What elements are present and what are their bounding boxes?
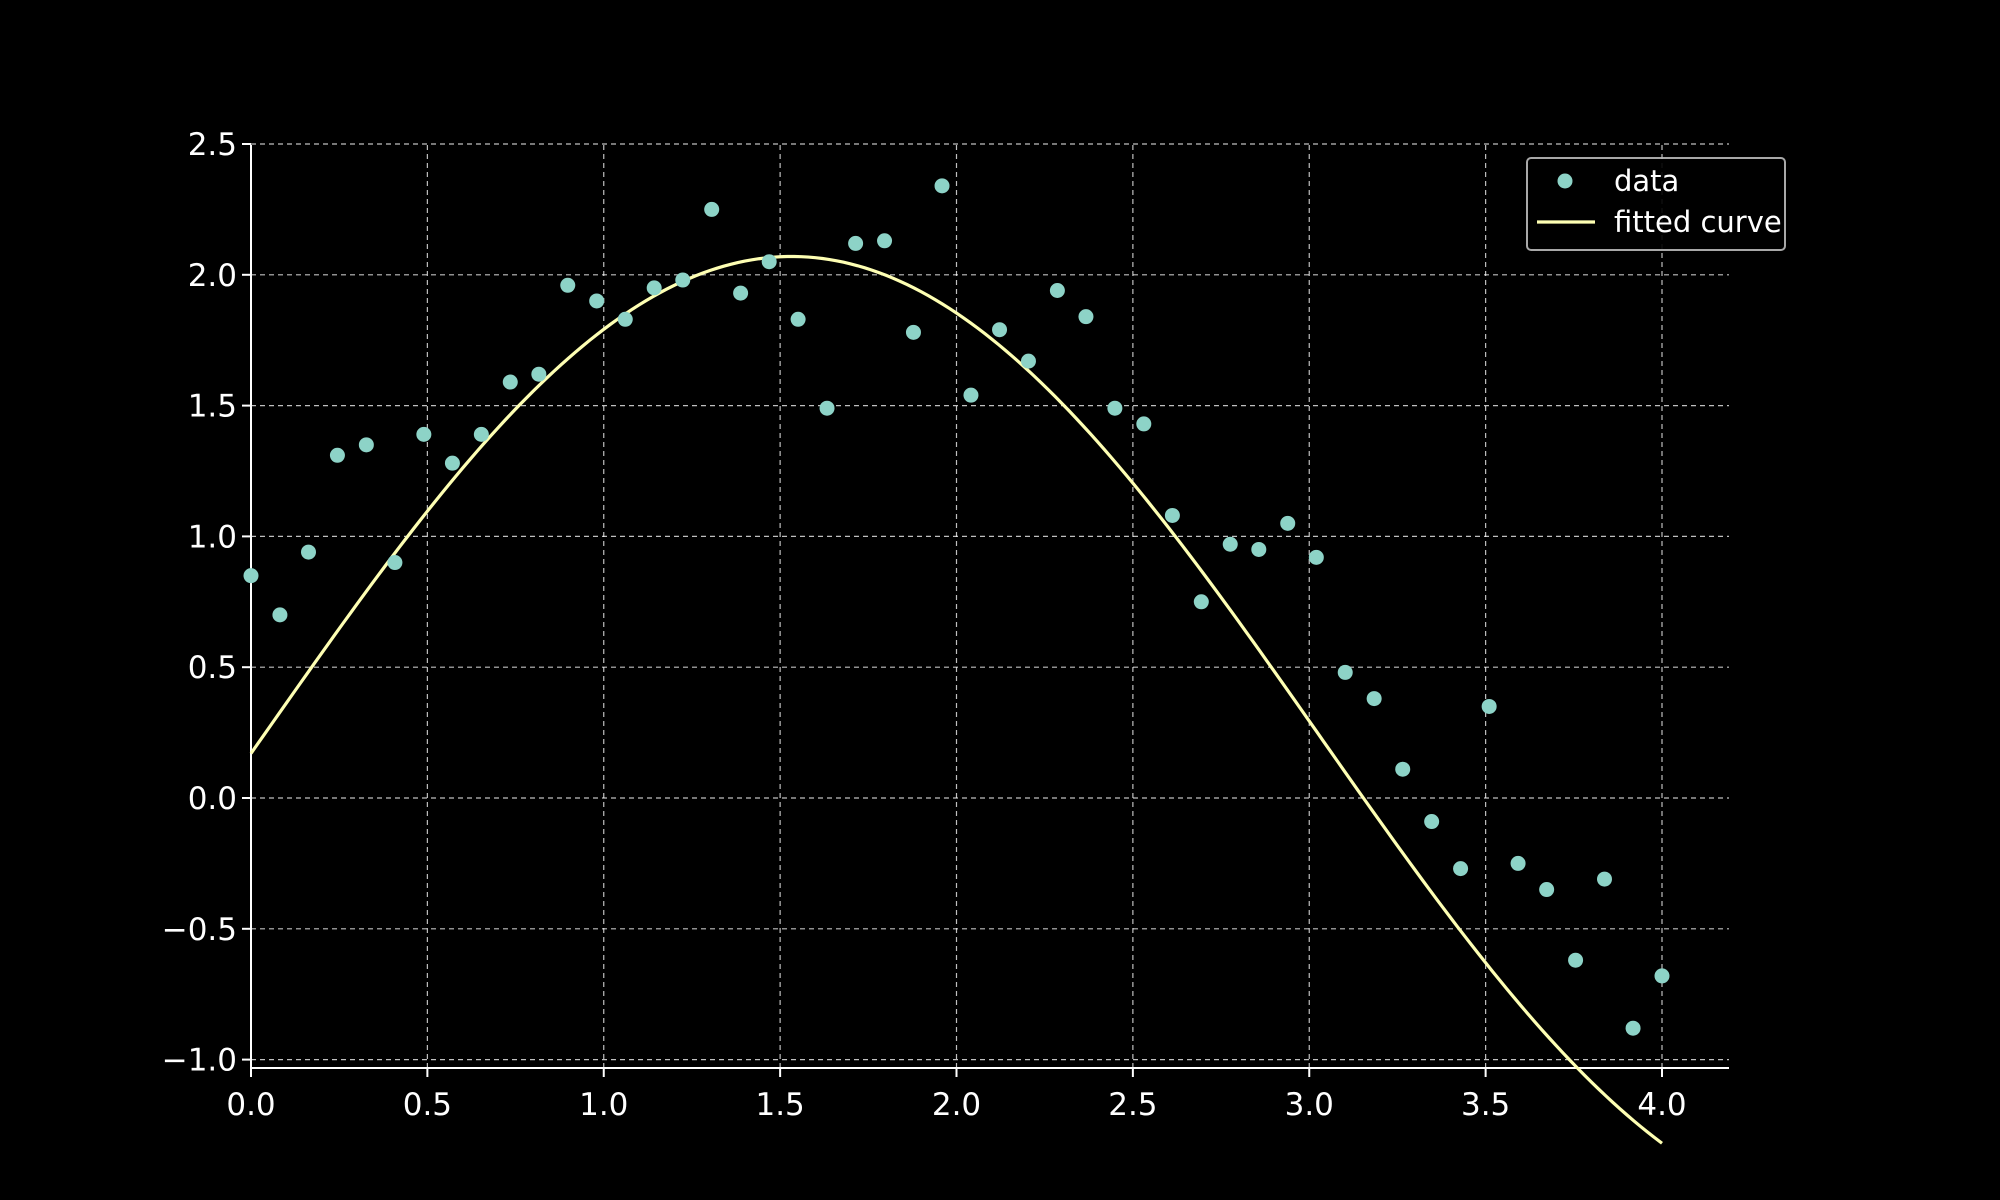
data-point	[905, 324, 921, 340]
data-point	[761, 254, 777, 270]
data-point	[646, 280, 662, 296]
data-point	[819, 400, 835, 416]
data-point	[675, 272, 691, 288]
x-tick-label: 3.0	[1285, 1087, 1334, 1123]
x-tick-label: 0.0	[226, 1087, 275, 1123]
data-point	[1222, 536, 1238, 552]
data-point	[1510, 855, 1526, 871]
y-tick-label: 1.5	[188, 389, 237, 425]
data-point	[1625, 1020, 1641, 1036]
data-point	[329, 447, 345, 463]
fitted-curve-line	[249, 254, 1663, 1145]
data-point	[1078, 309, 1094, 325]
data-point	[473, 426, 489, 442]
y-tick-label: 2.0	[188, 258, 237, 294]
data-series	[243, 178, 1670, 1036]
data-point	[444, 455, 460, 471]
data-point	[934, 178, 950, 194]
data-point	[1337, 664, 1353, 680]
x-tick-label: 1.0	[579, 1087, 628, 1123]
fitted-curve-series	[249, 254, 1663, 1145]
data-point	[1395, 761, 1411, 777]
data-point	[416, 426, 432, 442]
data-point	[502, 374, 518, 390]
data-point	[1251, 541, 1267, 557]
x-tick-label: 0.5	[403, 1087, 452, 1123]
y-tick-label: 2.5	[188, 127, 237, 163]
legend-marker-data	[1557, 173, 1573, 189]
data-point	[992, 322, 1008, 338]
legend-label-fit: fitted curve	[1614, 205, 1782, 239]
legend-frame	[1526, 157, 1786, 251]
data-point	[1481, 698, 1497, 714]
data-point	[1020, 353, 1036, 369]
y-tick-label: −1.0	[162, 1043, 237, 1079]
data-point	[1308, 549, 1324, 565]
data-point	[1049, 282, 1065, 298]
y-tick-label: −0.5	[162, 912, 237, 948]
data-point	[617, 311, 633, 327]
data-point	[1366, 691, 1382, 707]
data-point	[1193, 594, 1209, 610]
data-point	[300, 544, 316, 560]
data-point	[877, 233, 893, 249]
data-point	[1539, 882, 1555, 898]
legend-label-data: data	[1614, 164, 1679, 198]
data-point	[1164, 507, 1180, 523]
x-tick-label: 2.5	[1108, 1087, 1157, 1123]
data-point	[531, 366, 547, 382]
data-point	[733, 285, 749, 301]
x-axis-ticks: 0.0 0.5 1.0 1.5 2.0 2.5 3.0 3.5 4.0	[226, 1068, 1687, 1123]
data-point	[704, 201, 720, 217]
x-tick-label: 1.5	[755, 1087, 804, 1123]
y-tick-label: 0.0	[188, 781, 237, 817]
x-tick-label: 2.0	[932, 1087, 981, 1123]
data-point	[243, 568, 259, 584]
legend: data fitted curve	[1526, 157, 1786, 251]
data-point	[1568, 952, 1584, 968]
data-point	[272, 607, 288, 623]
y-axis-ticks: −1.0 −0.5 0.0 0.5 1.0 1.5 2.0 2.5	[162, 127, 251, 1079]
data-point	[1424, 814, 1440, 830]
data-point	[1107, 400, 1123, 416]
data-point	[1136, 416, 1152, 432]
data-point	[790, 311, 806, 327]
data-point	[387, 555, 403, 571]
data-point	[589, 293, 605, 309]
x-tick-label: 4.0	[1637, 1087, 1686, 1123]
data-point	[560, 277, 576, 293]
data-point	[963, 387, 979, 403]
x-tick-label: 3.5	[1461, 1087, 1510, 1123]
axes	[250, 145, 1729, 1069]
data-point	[1654, 968, 1670, 984]
data-point	[1597, 871, 1613, 887]
data-point	[1453, 861, 1469, 877]
y-tick-label: 1.0	[188, 519, 237, 555]
y-tick-label: 0.5	[188, 650, 237, 686]
data-point	[1280, 515, 1296, 531]
data-point	[848, 235, 864, 251]
data-point	[358, 437, 374, 453]
